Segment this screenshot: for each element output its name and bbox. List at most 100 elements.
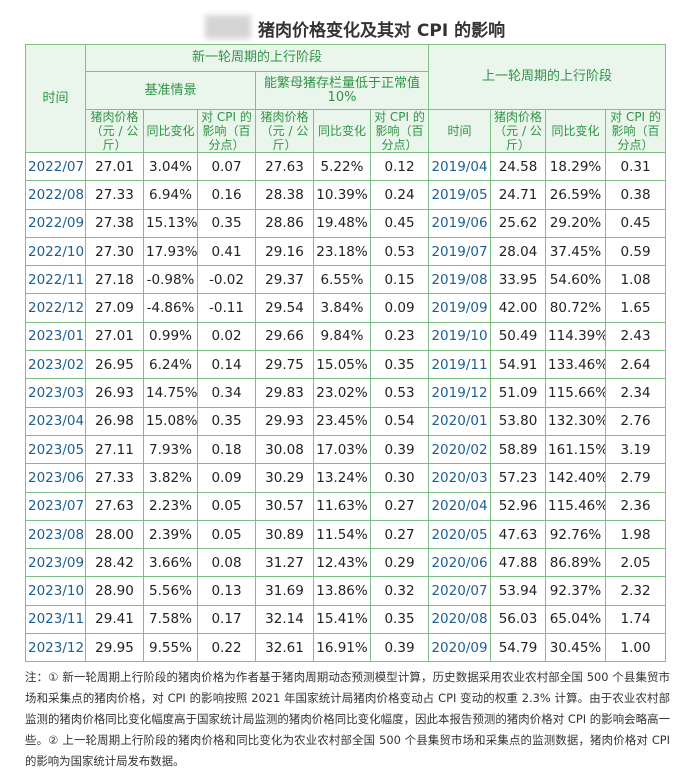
header-cell: 上一轮周期的上行阶段: [428, 44, 667, 110]
table-cell: 29.37: [255, 265, 314, 295]
table-cell: 15.05%: [313, 350, 371, 380]
header-cell: 对 CPI 的影响（百分点）: [605, 109, 667, 153]
table-cell: 9.55%: [143, 633, 198, 663]
table-cell: 57.23: [490, 463, 547, 493]
table-cell: 0.39: [369, 633, 430, 663]
table-cell: 54.60%: [545, 265, 607, 295]
table-cell: 30.57: [255, 491, 314, 521]
table-cell: 24.71: [490, 180, 547, 210]
table-cell: 0.27: [369, 519, 430, 550]
table-cell: 16.91%: [313, 633, 371, 663]
table-cell: 2019/08: [428, 265, 492, 295]
table-cell: 23.45%: [313, 406, 371, 436]
pork-table: 时间 新一轮周期的上行阶段 上一轮周期的上行阶段 基准情景 能繁母猪存栏量低于正…: [25, 44, 667, 663]
table-cell: 2020/03: [428, 463, 492, 493]
table-row: 2022/12 27.09 -4.86% -0.11 29.54 3.84% 0.09 201…: [25, 293, 667, 323]
table-cell: 19.48%: [313, 208, 371, 238]
table-cell: 26.98: [85, 406, 144, 436]
table-cell: 2.39%: [143, 519, 198, 550]
table-cell: 13.86%: [313, 576, 371, 606]
table-cell: 0.16: [197, 180, 256, 210]
table-cell: 2020/08: [428, 604, 492, 635]
table-cell: 0.13: [197, 576, 256, 606]
table-cell: 2.36: [605, 491, 667, 521]
table-cell: 30.45%: [545, 633, 607, 663]
table-cell: 0.18: [197, 434, 256, 465]
table-cell: 2019/06: [428, 208, 492, 238]
table-cell: 42.00: [490, 293, 547, 323]
table-cell: -0.98%: [143, 265, 198, 295]
table-cell: 29.83: [255, 378, 314, 408]
table-cell: 27.18: [85, 265, 144, 295]
table-cell: 0.30: [369, 463, 430, 493]
table-row: 2022/08 27.33 6.94% 0.16 28.38 10.39% 0.24 2019…: [25, 180, 667, 210]
header-cell: 同比变化: [313, 109, 371, 153]
table-cell: 2023/02: [25, 350, 86, 380]
header-cell: 基准情景: [85, 71, 256, 110]
table-cell: 2023/12: [25, 633, 86, 663]
table-cell: 0.05: [197, 519, 256, 550]
header-cell: 同比变化: [545, 109, 607, 153]
table-cell: 0.27: [369, 491, 430, 521]
table-cell: 32.14: [255, 604, 314, 635]
table-cell: 0.35: [197, 208, 256, 238]
table-cell: 2.76: [605, 406, 667, 436]
table-cell: 12.43%: [313, 548, 371, 578]
table-cell: 133.46%: [545, 350, 607, 380]
table-cell: 0.17: [197, 604, 256, 635]
table-cell: 2023/05: [25, 434, 86, 465]
table-cell: 0.07: [197, 151, 256, 182]
table-cell: 2020/04: [428, 491, 492, 521]
table-cell: 2022/09: [25, 208, 86, 238]
subheader-row: 猪肉价格（元 / 公斤） 同比变化对 CPI 的影响（百分点） 猪肉价格（元 / 公…: [26, 109, 667, 153]
table-cell: 33.95: [490, 265, 547, 295]
table-cell: 0.32: [369, 576, 430, 606]
table-cell: 27.30: [85, 236, 144, 267]
table-row: 2022/07 27.01 3.04% 0.07 27.63 5.22% 0.12 2019/…: [25, 151, 667, 182]
table-cell: 23.02%: [313, 378, 371, 408]
table-cell: 2.64: [605, 350, 667, 380]
table-cell: 25.62: [490, 208, 547, 238]
table-cell: 30.08: [255, 434, 314, 465]
table-cell: 6.24%: [143, 350, 198, 380]
table-cell: 0.02: [197, 321, 256, 352]
table-cell: 3.84%: [313, 293, 371, 323]
table-cell: 0.35: [369, 350, 430, 380]
table-cell: 0.23: [369, 321, 430, 352]
table-cell: 2020/09: [428, 633, 492, 663]
table-cell: 27.09: [85, 293, 144, 323]
table-cell: 29.41: [85, 604, 144, 635]
logo-icon: [205, 15, 251, 39]
table-cell: 31.27: [255, 548, 314, 578]
table-cell: 86.89%: [545, 548, 607, 578]
table-row: 2022/10 27.30 17.93% 0.41 29.16 23.18% 0.53 201…: [25, 236, 667, 267]
header-cell: 猪肉价格（元 / 公斤）: [255, 109, 314, 153]
table-cell: 56.03: [490, 604, 547, 635]
table-row: 2023/09 28.42 3.66% 0.08 31.27 12.43% 0.29 2020…: [25, 548, 667, 578]
table-cell: 5.22%: [313, 151, 371, 182]
table-cell: 0.53: [369, 378, 430, 408]
table-cell: 3.04%: [143, 151, 198, 182]
table-cell: 27.01: [85, 151, 144, 182]
table-cell: 3.82%: [143, 463, 198, 493]
table-cell: 29.16: [255, 236, 314, 267]
title-bar: 猪肉价格变化及其对 CPI 的影响: [0, 12, 693, 44]
table-cell: 114.39%: [545, 321, 607, 352]
table-cell: 0.35: [369, 604, 430, 635]
table-cell: 2023/09: [25, 548, 86, 578]
table-cell: 2022/07: [25, 151, 86, 182]
table-cell: 2020/02: [428, 434, 492, 465]
table-cell: 3.19: [605, 434, 667, 465]
table-cell: 2023/03: [25, 378, 86, 408]
table-cell: 2020/05: [428, 519, 492, 550]
table-cell: 0.31: [605, 151, 667, 182]
table-cell: 47.63: [490, 519, 547, 550]
table-cell: 161.15%: [545, 434, 607, 465]
table-cell: 2022/11: [25, 265, 86, 295]
table-cell: 15.08%: [143, 406, 198, 436]
table-cell: 26.59%: [545, 180, 607, 210]
table-cell: 9.84%: [313, 321, 371, 352]
table-cell: 2023/08: [25, 519, 86, 550]
table-cell: 132.30%: [545, 406, 607, 436]
table-cell: 37.45%: [545, 236, 607, 267]
